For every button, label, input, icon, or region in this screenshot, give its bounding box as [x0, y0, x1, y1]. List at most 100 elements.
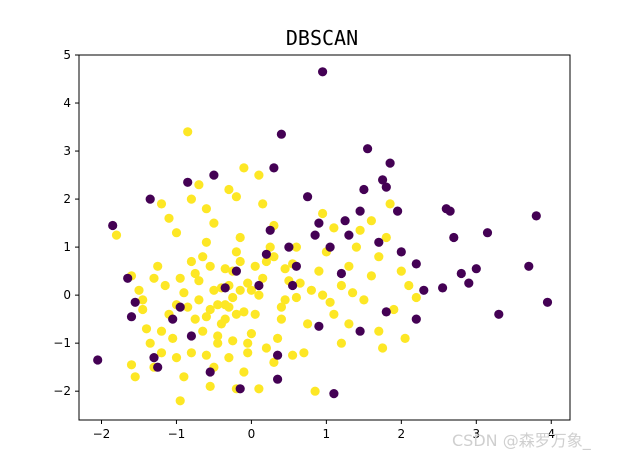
- cluster-point-128: [374, 326, 384, 336]
- cluster-point-2: [134, 285, 144, 295]
- noise-point-13: [235, 384, 245, 394]
- cluster-point-119: [138, 295, 148, 305]
- cluster-point-8: [156, 199, 167, 209]
- cluster-point-12: [186, 194, 196, 204]
- cluster-point-23: [160, 280, 170, 291]
- cluster-point-89: [220, 314, 230, 324]
- noise-point-15: [329, 389, 339, 399]
- cluster-point-53: [276, 314, 286, 324]
- noise-point-44: [494, 309, 504, 319]
- cluster-point-10: [171, 228, 182, 238]
- noise-point-60: [220, 283, 230, 293]
- cluster-point-60: [306, 285, 316, 295]
- cluster-point-115: [220, 264, 230, 274]
- y-tick-label: −2: [53, 384, 71, 398]
- cluster-point-117: [186, 256, 196, 267]
- cluster-point-93: [235, 285, 245, 295]
- cluster-point-79: [318, 208, 328, 219]
- cluster-point-126: [355, 225, 365, 235]
- noise-point-48: [381, 307, 391, 317]
- cluster-point-46: [250, 309, 260, 319]
- noise-point-12: [153, 362, 163, 372]
- noise-point-61: [254, 280, 264, 291]
- cluster-point-91: [228, 292, 238, 303]
- cluster-point-52: [273, 333, 283, 343]
- cluster-point-63: [329, 309, 339, 319]
- cluster-point-98: [190, 268, 200, 279]
- cluster-point-4: [141, 324, 152, 334]
- cluster-point-47: [254, 290, 264, 300]
- cluster-point-112: [269, 252, 279, 262]
- cluster-point-96: [246, 285, 256, 295]
- cluster-point-26: [171, 353, 182, 363]
- cluster-point-114: [235, 256, 245, 267]
- noise-point-17: [314, 218, 324, 228]
- cluster-point-74: [400, 333, 410, 343]
- cluster-point-92: [231, 309, 241, 319]
- cluster-point-16: [224, 184, 234, 195]
- cluster-point-50: [265, 242, 275, 252]
- cluster-point-103: [198, 326, 208, 336]
- cluster-point-125: [288, 350, 298, 360]
- cluster-point-30: [190, 314, 200, 324]
- cluster-point-7: [130, 372, 140, 382]
- cluster-point-20: [258, 199, 268, 209]
- noise-point-49: [411, 314, 421, 324]
- y-tick-label: 3: [63, 144, 71, 158]
- cluster-point-43: [239, 367, 249, 377]
- noise-point-5: [145, 194, 155, 204]
- cluster-point-65: [344, 261, 354, 271]
- cluster-point-111: [280, 264, 290, 274]
- noise-point-46: [531, 211, 541, 221]
- cluster-point-31: [194, 276, 204, 286]
- noise-point-23: [385, 158, 395, 168]
- noise-point-4: [209, 170, 219, 180]
- noise-point-55: [186, 331, 196, 341]
- cluster-point-94: [239, 307, 249, 317]
- noise-point-7: [123, 273, 133, 283]
- noise-point-50: [355, 326, 365, 336]
- cluster-point-95: [243, 278, 253, 288]
- cluster-point-64: [336, 280, 346, 291]
- cluster-point-90: [224, 302, 234, 312]
- cluster-point-87: [201, 312, 211, 322]
- cluster-point-129: [411, 292, 421, 303]
- cluster-point-42: [235, 232, 245, 243]
- cluster-point-41: [231, 247, 241, 257]
- cluster-point-3: [138, 304, 148, 315]
- noise-point-34: [411, 259, 421, 269]
- cluster-point-123: [201, 350, 211, 360]
- cluster-point-75: [404, 280, 414, 291]
- noise-point-0: [318, 67, 328, 77]
- noise-point-19: [284, 242, 294, 252]
- cluster-point-122: [156, 348, 167, 358]
- cluster-point-101: [175, 273, 185, 283]
- watermark-text: CSDN @森罗万象_: [452, 431, 592, 451]
- cluster-point-17: [231, 192, 241, 202]
- x-tick-label: 0: [248, 427, 256, 441]
- y-axis: −2 −1 0 1 2 3 4 5: [53, 48, 79, 398]
- cluster-point-9: [164, 213, 174, 223]
- cluster-point-108: [276, 302, 286, 312]
- noise-point-59: [288, 280, 298, 291]
- cluster-point-121: [126, 360, 137, 370]
- cluster-point-84: [213, 300, 223, 310]
- noise-point-62: [231, 266, 241, 276]
- cluster-point-83: [254, 384, 264, 394]
- noise-point-47: [542, 297, 553, 307]
- x-axis: −2 −1 0 1 2 3 4: [93, 420, 555, 441]
- noise-point-35: [419, 285, 429, 295]
- y-tick-label: 2: [63, 192, 71, 206]
- noise-point-36: [438, 283, 448, 293]
- noise-point-52: [336, 268, 346, 279]
- x-tick-label: −2: [93, 427, 111, 441]
- noise-point-32: [374, 237, 384, 247]
- cluster-point-11: [183, 127, 193, 137]
- noise-point-2: [269, 163, 279, 173]
- noise-point-51: [314, 321, 324, 331]
- noise-point-16: [303, 192, 313, 202]
- cluster-point-105: [228, 336, 238, 346]
- noise-point-28: [355, 206, 365, 216]
- cluster-point-97: [194, 295, 204, 305]
